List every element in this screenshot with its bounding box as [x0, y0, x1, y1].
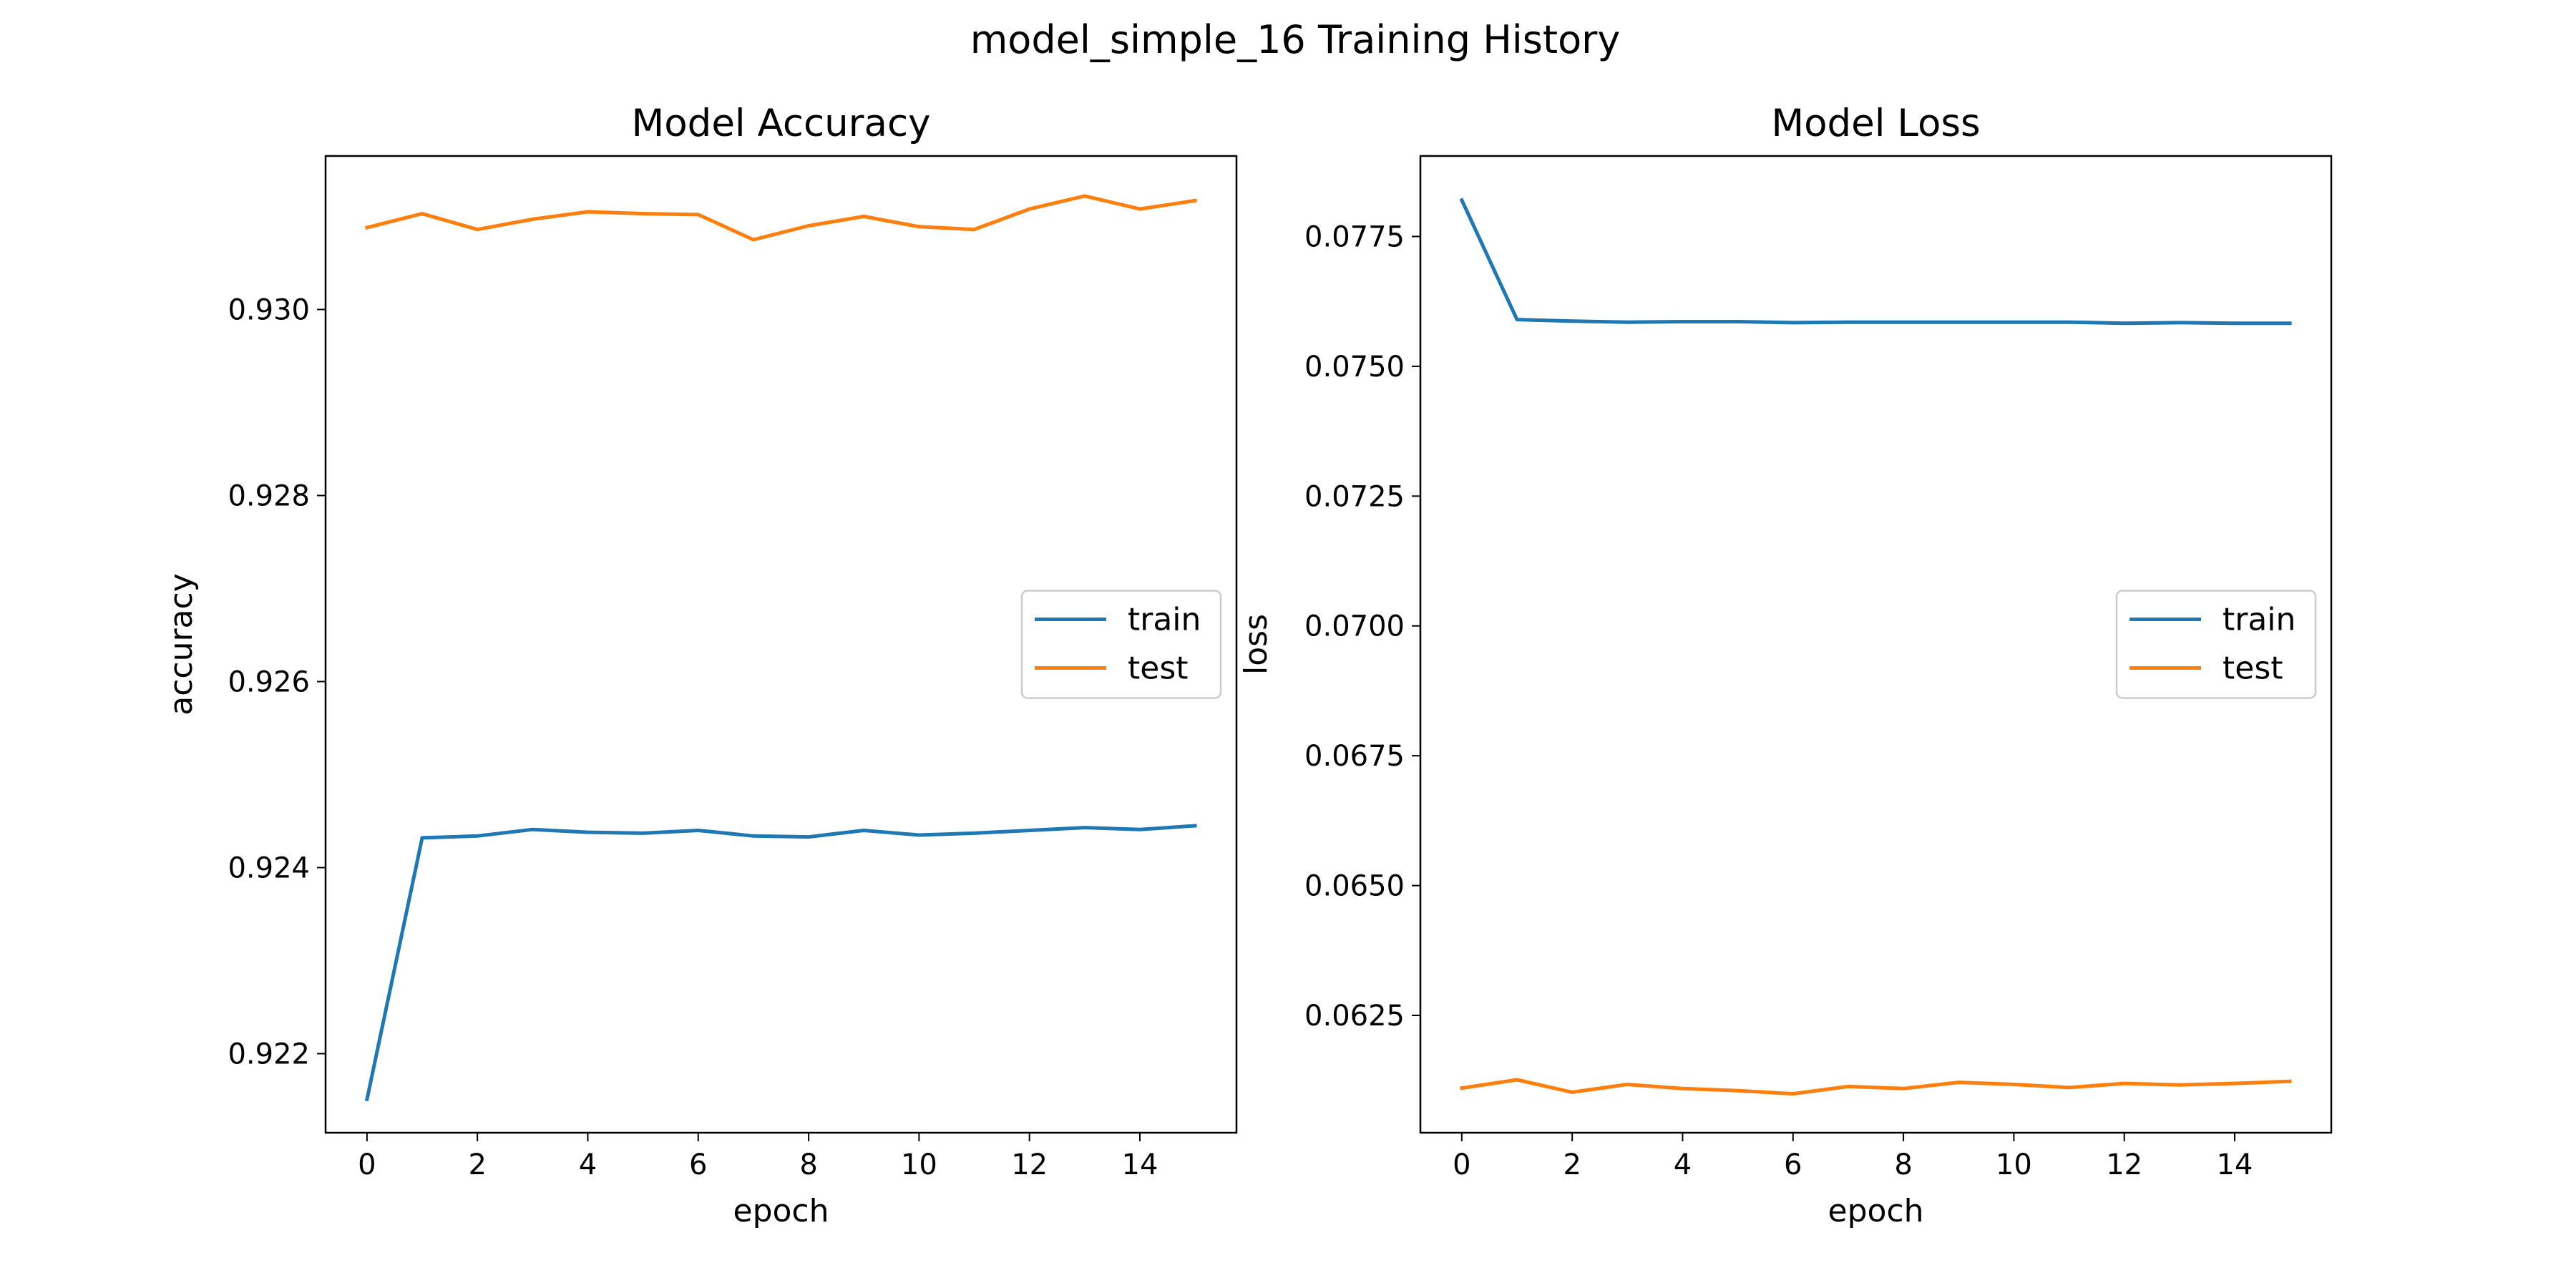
model-loss-legend-test-label: test — [2223, 650, 2283, 687]
model-accuracy-ytick-label: 0.926 — [228, 666, 310, 699]
model-accuracy-xtick-label: 2 — [468, 1148, 486, 1181]
model-loss-ylabel: loss — [1238, 614, 1274, 675]
model-accuracy-title: Model Accuracy — [632, 102, 931, 145]
model-accuracy-ylabel: accuracy — [163, 573, 200, 716]
model-loss-xtick-label: 6 — [1784, 1148, 1802, 1181]
model-accuracy-xtick-label: 0 — [358, 1148, 376, 1181]
model-loss-test-line — [1460, 1078, 2292, 1096]
model-loss-legend-train-label: train — [2223, 602, 2296, 638]
model-accuracy-test-line — [364, 194, 1197, 242]
model-accuracy-legend: train test — [1020, 590, 1222, 699]
model-loss-xtick-label: 10 — [1996, 1148, 2032, 1181]
model-loss-chart: 0 2 4 6 8 10 12 14 0.0625 0.0650 0.0675 0.0700 0.072… — [1238, 102, 2333, 1229]
model-accuracy-legend-train-label: train — [1128, 602, 1201, 638]
model-loss-title: Model Loss — [1771, 102, 1980, 145]
model-accuracy-axes-frame — [324, 155, 1238, 1134]
model-accuracy-xtick-label: 6 — [689, 1148, 707, 1181]
model-loss-axes-frame — [1419, 155, 2333, 1134]
model-loss-ytick-label: 0.0700 — [1304, 610, 1405, 643]
model-accuracy-legend-test-label: test — [1128, 650, 1189, 687]
model-accuracy-xtick-label: 10 — [901, 1148, 937, 1181]
model-accuracy-xtick-label: 8 — [799, 1148, 817, 1181]
model-accuracy-xtick-label: 12 — [1011, 1148, 1048, 1181]
model-loss-legend: train test — [2115, 590, 2317, 699]
model-loss-ytick-label: 0.0625 — [1304, 1000, 1405, 1033]
model-accuracy-xtick-label: 4 — [579, 1148, 597, 1181]
model-loss-ytick-label: 0.0775 — [1304, 220, 1405, 253]
model-loss-xtick-label: 2 — [1563, 1148, 1581, 1181]
model-accuracy-xtick-label: 14 — [1122, 1148, 1158, 1181]
figure-suptitle: model_simple_16 Training History — [970, 17, 1621, 62]
model-loss-ytick-label: 0.0675 — [1304, 740, 1405, 773]
model-loss-train-line — [1459, 197, 2292, 326]
model-loss-xlabel: epoch — [1828, 1193, 1924, 1229]
subplots: 0 2 4 6 8 10 12 14 0.922 0.924 0.926 0.928 0.930 Mode… — [163, 102, 2333, 1229]
model-accuracy-ytick-label: 0.928 — [228, 480, 310, 513]
model-loss-xtick-label: 8 — [1894, 1148, 1912, 1181]
model-accuracy-xlabel: epoch — [733, 1193, 829, 1229]
model-loss-xtick-label: 12 — [2106, 1148, 2142, 1181]
model-accuracy-chart: 0 2 4 6 8 10 12 14 0.922 0.924 0.926 0.928 0.930 Mode… — [163, 102, 1238, 1229]
model-accuracy-ytick-label: 0.924 — [228, 852, 310, 885]
model-loss-xtick-label: 14 — [2217, 1148, 2253, 1181]
model-loss-xtick-label: 4 — [1674, 1148, 1692, 1181]
model-loss-xtick-label: 0 — [1453, 1148, 1470, 1181]
model-accuracy-ytick-label: 0.922 — [228, 1038, 310, 1071]
model-accuracy-ytick-label: 0.930 — [228, 294, 310, 327]
model-loss-ytick-label: 0.0650 — [1304, 870, 1405, 903]
model-loss-ytick-label: 0.0750 — [1304, 351, 1405, 384]
model-loss-ytick-label: 0.0725 — [1304, 480, 1405, 513]
model-accuracy-train-line — [364, 824, 1197, 1102]
